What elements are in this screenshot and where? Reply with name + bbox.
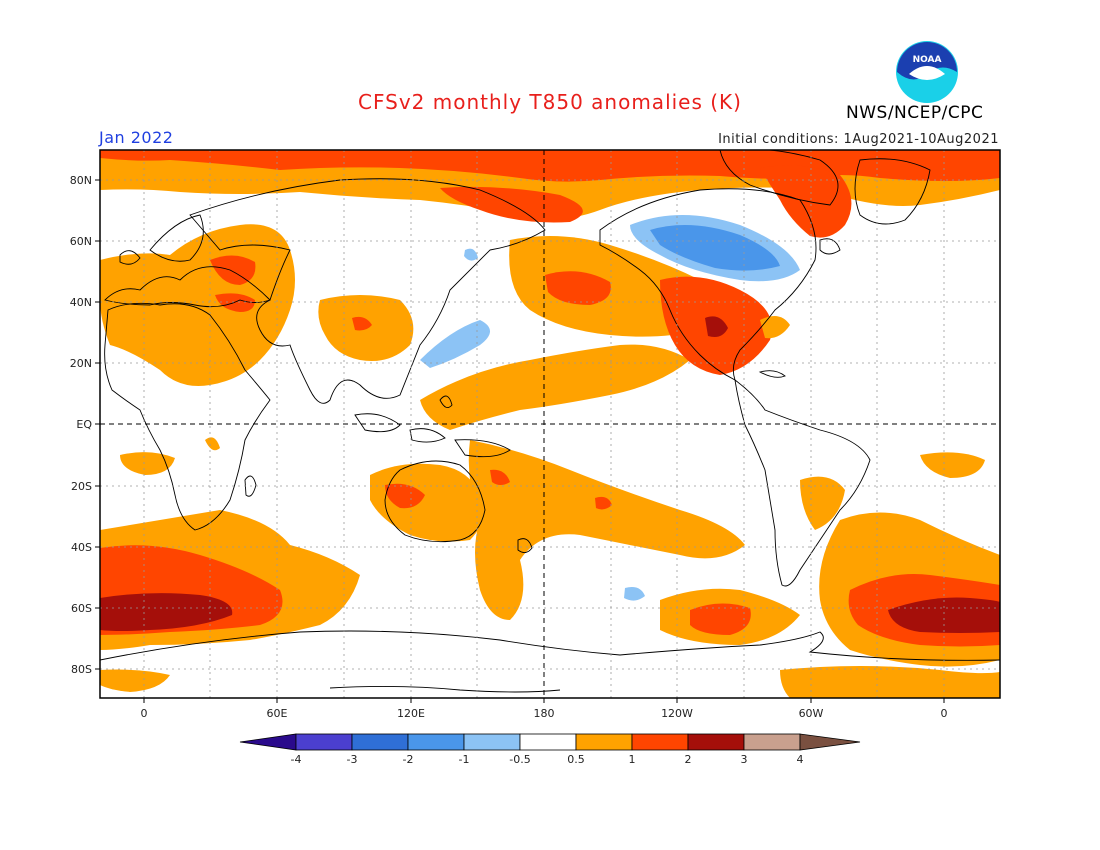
colorbar-cell-below-min (239, 733, 297, 751)
lon-label-60e: 60E (267, 707, 288, 720)
lon-label-0-left: 0 (141, 707, 148, 720)
agency-label: NWS/NCEP/CPC (846, 103, 984, 123)
lon-label-0-right: 0 (941, 707, 948, 720)
graticule (100, 150, 1000, 698)
colorbar-cell (575, 733, 633, 751)
colorbar-label: 2 (685, 753, 692, 766)
colorbar-label: 0.5 (567, 753, 585, 766)
colorbar-label: -1 (459, 753, 470, 766)
colorbar-label: 1 (629, 753, 636, 766)
lat-label-20s: 20S (71, 480, 92, 493)
colorbar (239, 733, 861, 751)
colorbar-cell (631, 733, 689, 751)
lon-label-60w: 60W (799, 707, 824, 720)
lat-label-80n: 80N (70, 174, 92, 187)
colorbar-label: -2 (403, 753, 414, 766)
lon-label-180: 180 (534, 707, 555, 720)
colorbar-cell (351, 733, 409, 751)
logo-text: NOAA (913, 55, 942, 65)
lat-label-80s: 80S (71, 663, 92, 676)
colorbar-cell (519, 733, 577, 751)
map-title: CFSv2 monthly T850 anomalies (K) (358, 90, 742, 114)
colorbar-label: -4 (291, 753, 302, 766)
colorbar-label: 3 (741, 753, 748, 766)
lon-label-120w: 120W (661, 707, 693, 720)
lon-label-120e: 120E (397, 707, 425, 720)
lat-label-60s: 60S (71, 602, 92, 615)
colorbar-cell (463, 733, 521, 751)
tick-marks (95, 179, 945, 703)
initial-conditions-label: Initial conditions: 1Aug2021-10Aug2021 (718, 132, 999, 147)
colorbar-label: -3 (347, 753, 358, 766)
colorbar-cell (687, 733, 745, 751)
coastlines (100, 150, 1000, 693)
colorbar-cell (295, 733, 353, 751)
colorbar-cell (407, 733, 465, 751)
noaa-logo: NOAA (896, 41, 958, 103)
colorbar-cell (743, 733, 801, 751)
forecast-month-label: Jan 2022 (99, 128, 174, 147)
colorbar-label: -0.5 (509, 753, 530, 766)
lat-label-40s: 40S (71, 541, 92, 554)
lat-label-eq: EQ (76, 418, 92, 431)
lat-label-60n: 60N (70, 235, 92, 248)
colorbar-label: 4 (797, 753, 804, 766)
lat-label-40n: 40N (70, 296, 92, 309)
lat-label-20n: 20N (70, 357, 92, 370)
colorbar-cell-above-max (799, 733, 861, 751)
